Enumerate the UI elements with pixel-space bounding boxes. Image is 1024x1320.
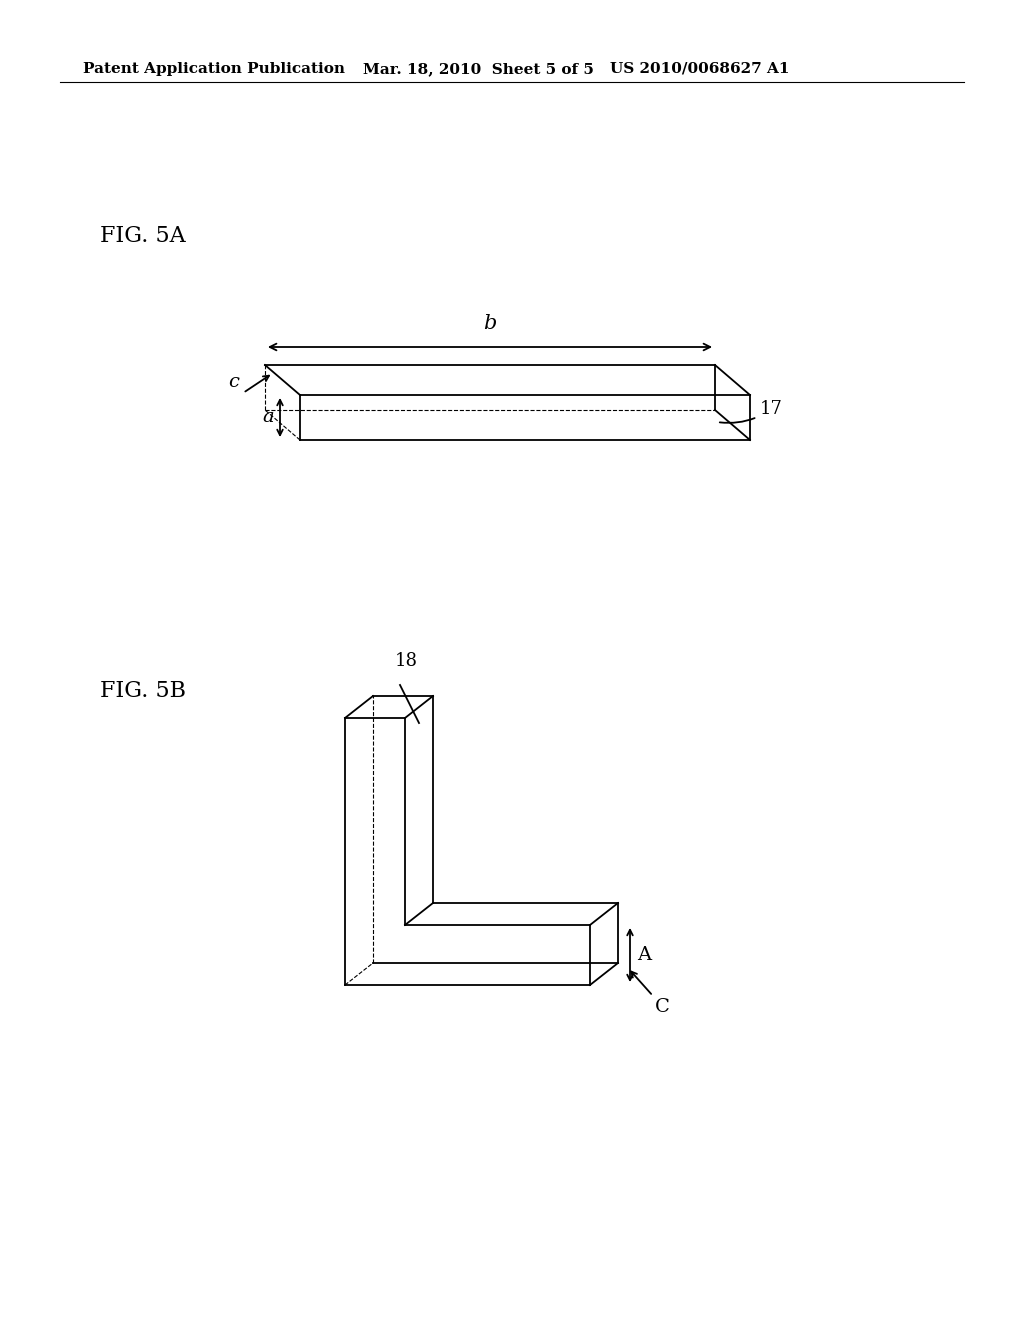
Text: a: a bbox=[262, 408, 274, 426]
Text: 17: 17 bbox=[720, 400, 783, 422]
Text: FIG. 5B: FIG. 5B bbox=[100, 680, 186, 702]
Text: c: c bbox=[228, 374, 239, 391]
Text: Patent Application Publication: Patent Application Publication bbox=[83, 62, 345, 77]
Text: 18: 18 bbox=[395, 652, 418, 671]
Text: FIG. 5A: FIG. 5A bbox=[100, 224, 185, 247]
Text: US 2010/0068627 A1: US 2010/0068627 A1 bbox=[610, 62, 790, 77]
Text: C: C bbox=[655, 998, 670, 1016]
Text: b: b bbox=[483, 314, 497, 333]
Text: A: A bbox=[637, 946, 651, 964]
Text: Mar. 18, 2010  Sheet 5 of 5: Mar. 18, 2010 Sheet 5 of 5 bbox=[362, 62, 594, 77]
